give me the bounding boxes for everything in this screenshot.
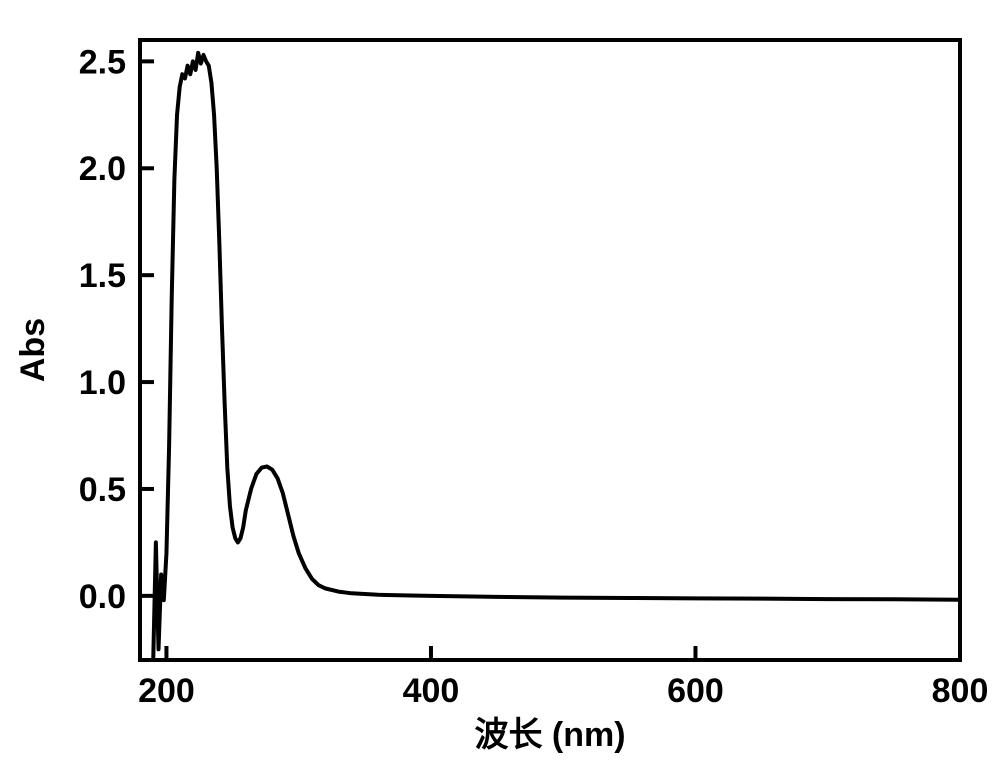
x-axis-label: 波长 (nm) [474, 716, 625, 754]
x-tick-label: 800 [932, 672, 989, 710]
y-tick-label: 0.5 [79, 471, 126, 509]
x-tick-label: 400 [403, 672, 460, 710]
x-axis: 200 400 600 800 [138, 646, 988, 710]
y-tick-label: 1.0 [79, 364, 126, 402]
y-tick-label: 0.0 [79, 578, 126, 616]
y-axis: 0.0 0.5 1.0 1.5 2.0 2.5 [79, 43, 154, 615]
x-tick-label: 600 [667, 672, 724, 710]
x-tick-label: 200 [138, 672, 195, 710]
y-tick-label: 2.0 [79, 150, 126, 188]
y-tick-label: 1.5 [79, 257, 126, 295]
absorbance-line [153, 53, 960, 660]
y-tick-label: 2.5 [79, 43, 126, 81]
plot-frame [140, 40, 960, 660]
y-axis-label: Abs [14, 318, 52, 382]
